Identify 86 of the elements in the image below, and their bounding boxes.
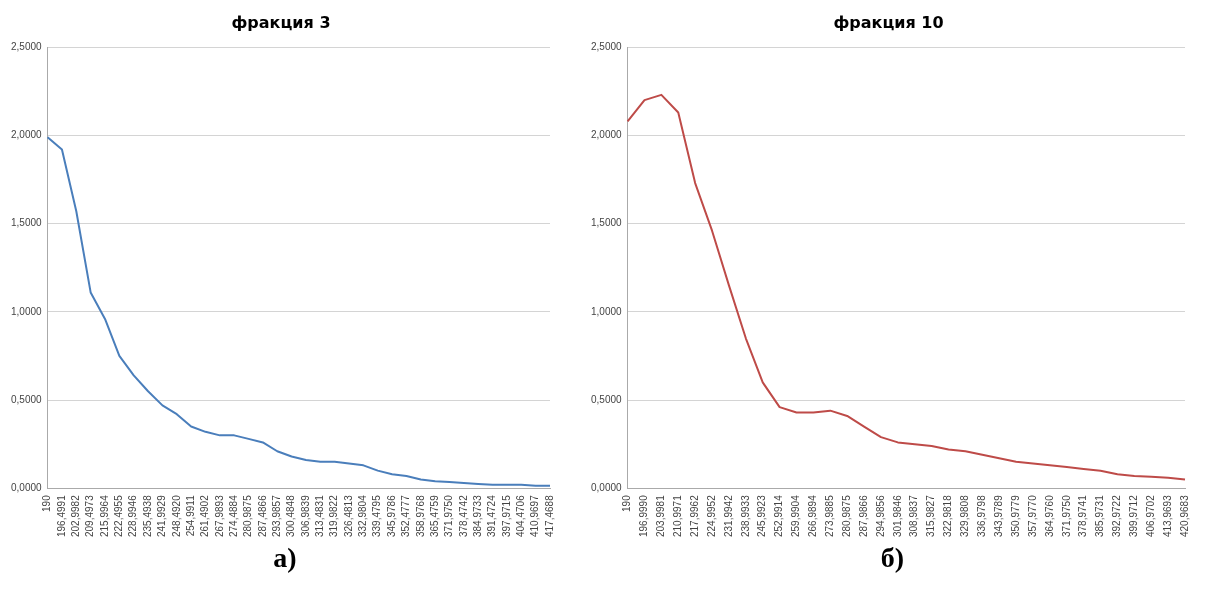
x-tick-label: 357,9770	[1026, 494, 1038, 538]
x-tick-label: 364,9760	[1043, 494, 1055, 538]
x-tick-label: 406,9702	[1144, 494, 1156, 538]
x-tick-label: 241,9929	[156, 494, 168, 538]
y-tick-label: 1,0000	[590, 305, 623, 317]
x-tick-label: 203,9981	[655, 494, 667, 538]
x-tick-label: 287,4866	[256, 494, 268, 538]
x-tick-label: 259,9904	[790, 494, 802, 538]
x-tick-label: 404,4706	[515, 494, 527, 538]
y-tick-label: 0,0000	[10, 482, 43, 494]
x-tick-label: 273,9885	[824, 494, 836, 538]
x-tick-label: 326,4813	[342, 494, 354, 538]
x-tick-label: 392,9722	[1111, 494, 1123, 538]
text: а)	[273, 542, 297, 574]
y-tick-label: 0,0000	[590, 482, 623, 494]
x-tick-label: 350,9779	[1009, 494, 1021, 538]
x-tick-label: 238,9933	[739, 494, 751, 538]
y-tick-label: 1,0000	[10, 305, 43, 317]
x-tick-label: 261,4902	[199, 494, 211, 538]
chart-title: фракция 3	[231, 12, 331, 32]
x-tick-label: 224,9952	[705, 494, 717, 538]
x-tick-label: 371,9750	[443, 494, 455, 538]
x-tick-label: 196,9990	[638, 494, 650, 538]
x-tick-label: 301,9846	[891, 494, 903, 538]
y-tick-label: 0,5000	[590, 393, 623, 405]
x-tick-label: 385,9731	[1094, 494, 1106, 538]
x-tick-label: 313,4831	[314, 494, 326, 538]
x-tick-label: 410,9697	[529, 494, 541, 538]
x-tick-label: 190	[621, 494, 633, 512]
x-tick-label: 322,9818	[942, 494, 954, 538]
x-tick-label: 248,4920	[170, 494, 182, 538]
y-tick-label: 1,5000	[10, 217, 43, 229]
x-tick-label: 294,9856	[874, 494, 886, 538]
y-tick-label: 2,0000	[10, 129, 43, 141]
chart-title: фракция 10	[833, 12, 944, 32]
x-tick-label: 329,9808	[959, 494, 971, 538]
x-tick-label: 391,4724	[486, 494, 498, 538]
x-tick-label: 215,9964	[98, 494, 110, 538]
text: б)	[880, 542, 905, 574]
x-tick-label: 266,9894	[807, 494, 819, 538]
x-tick-label: 280,9875	[840, 494, 852, 538]
x-tick-label: 254,9911	[184, 494, 196, 537]
x-tick-label: 202,9982	[70, 494, 82, 538]
x-tick-label: 417,4688	[543, 494, 555, 538]
x-tick-label: 343,9789	[992, 494, 1004, 538]
x-tick-label: 420,9683	[1178, 494, 1190, 538]
x-tick-label: 252,9914	[773, 494, 785, 538]
y-tick-label: 0,5000	[10, 393, 43, 405]
x-tick-label: 228,9946	[127, 494, 139, 538]
x-tick-label: 217,9962	[688, 494, 700, 538]
x-tick-label: 274,4884	[227, 494, 239, 538]
y-tick-label: 1,5000	[590, 217, 623, 229]
x-tick-label: 384,9733	[471, 494, 483, 538]
x-tick-label: 196,4991	[55, 494, 67, 538]
x-tick-label: 245,9923	[756, 494, 768, 538]
x-tick-label: 306,9839	[299, 494, 311, 538]
x-tick-label: 222,4955	[113, 494, 125, 538]
y-tick-label: 2,5000	[590, 40, 623, 52]
x-tick-label: 336,9798	[976, 494, 988, 538]
x-tick-label: 319,9822	[328, 494, 340, 538]
y-tick-label: 2,5000	[10, 40, 43, 52]
x-tick-label: 293,9857	[271, 494, 283, 538]
x-tick-label: 308,9837	[908, 494, 920, 538]
x-tick-label: 209,4973	[84, 494, 96, 538]
x-tick-label: 371,9750	[1060, 494, 1072, 538]
x-tick-label: 300,4848	[285, 494, 297, 538]
y-tick-label: 2,0000	[590, 129, 623, 141]
x-tick-label: 267,9893	[213, 494, 225, 538]
x-tick-label: 210,9971	[672, 494, 684, 538]
x-tick-label: 345,9786	[385, 494, 397, 538]
x-tick-label: 235,4938	[141, 494, 153, 538]
x-tick-label: 397,9715	[500, 494, 512, 538]
x-tick-label: 399,9712	[1128, 494, 1140, 538]
x-tick-label: 332,9804	[357, 494, 369, 538]
x-tick-label: 413,9693	[1161, 494, 1173, 538]
x-tick-label: 231,9942	[722, 494, 734, 538]
x-tick-label: 190	[41, 494, 53, 512]
x-tick-label: 280,9875	[242, 494, 254, 538]
x-tick-label: 358,9768	[414, 494, 426, 538]
x-tick-label: 339,4795	[371, 494, 383, 538]
x-tick-label: 315,9827	[925, 494, 937, 538]
x-tick-label: 352,4777	[400, 494, 412, 538]
x-tick-label: 378,9741	[1077, 494, 1089, 538]
x-tick-label: 365,4759	[428, 494, 440, 538]
x-tick-label: 378,4742	[457, 494, 469, 538]
x-tick-label: 287,9866	[857, 494, 869, 538]
